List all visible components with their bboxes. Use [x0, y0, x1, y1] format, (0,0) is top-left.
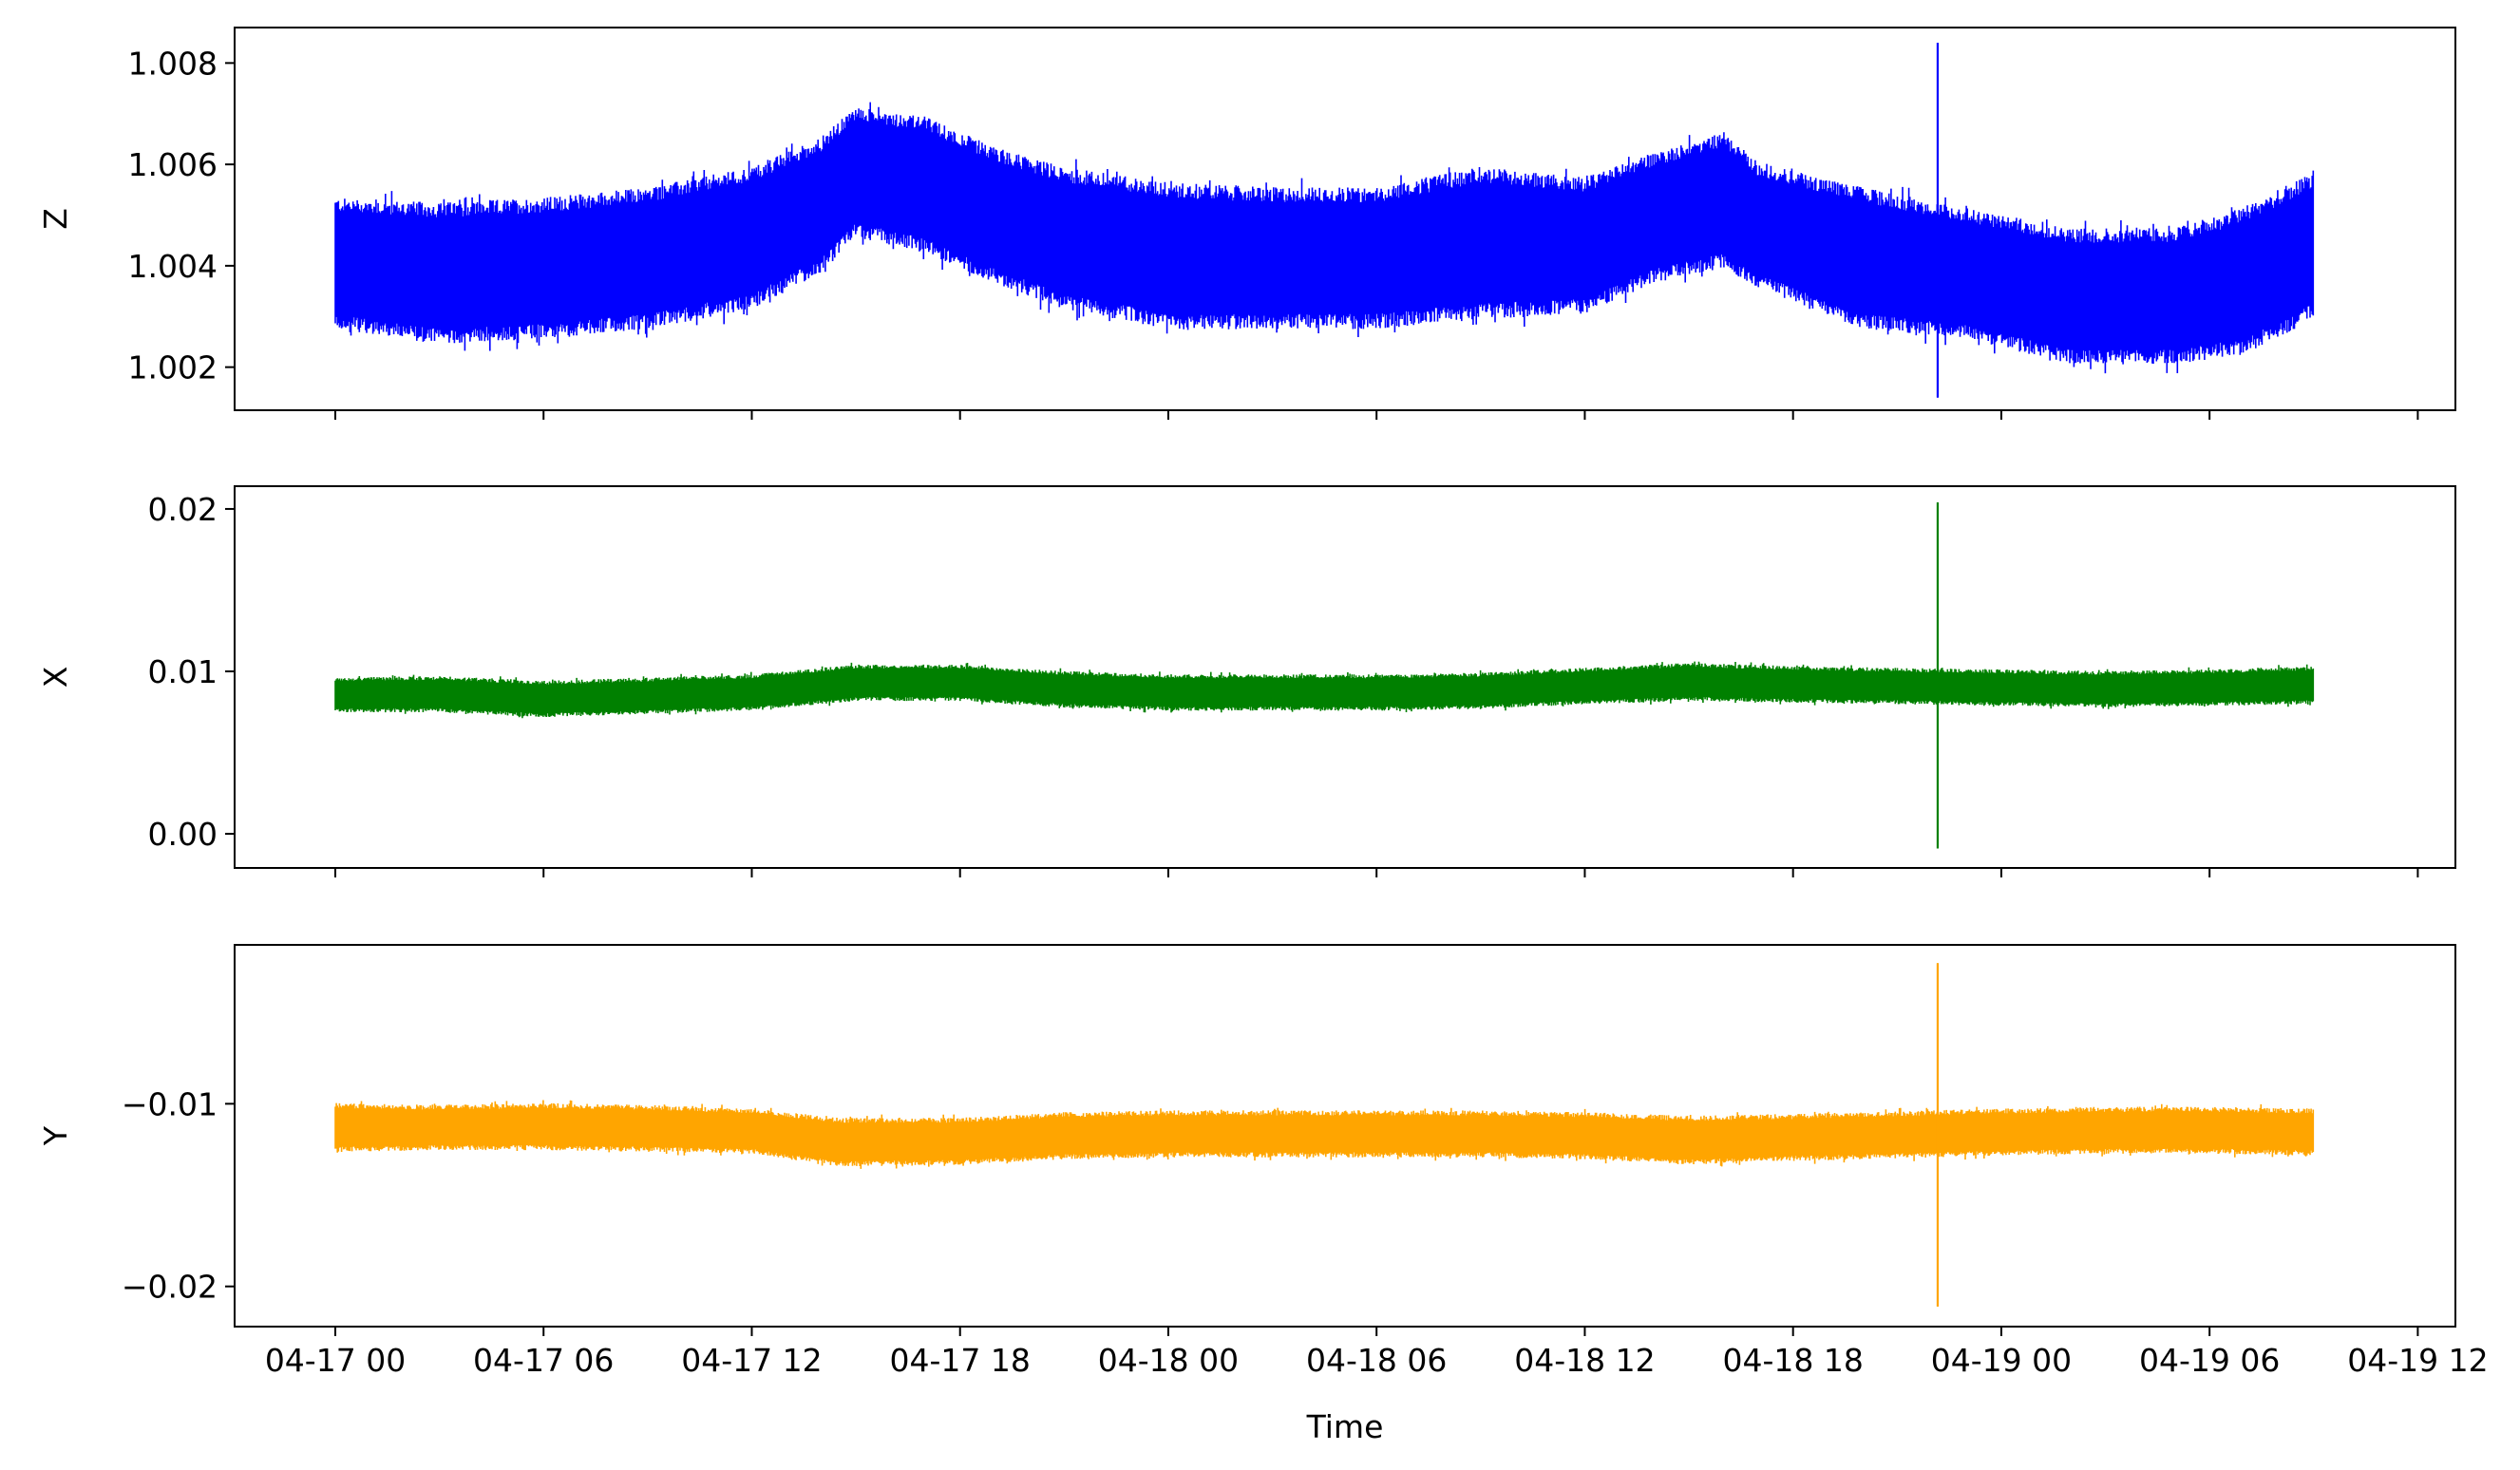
x-tick-label: 04-19 12: [2347, 1342, 2488, 1379]
y-axis-label: X: [37, 667, 74, 688]
x-tick-label: 04-18 18: [1722, 1342, 1863, 1379]
y-tick-label: 1.006: [128, 146, 218, 183]
axes-frame: [234, 27, 2456, 411]
axes-frame: [234, 485, 2456, 869]
x-tick-label: 04-18 06: [1306, 1342, 1447, 1379]
panel-y: −0.02 −0.01 04-17 00 04-17 06 04-17 12 04-17 …: [37, 944, 2489, 1445]
y-tick-label: 0.02: [148, 491, 218, 528]
x-axis-label: Time: [1306, 1408, 1384, 1445]
y-tick-label: 0.00: [148, 816, 218, 853]
y-tick-label: −0.02: [122, 1269, 218, 1306]
x-tick-label: 04-17 06: [473, 1342, 614, 1379]
y-axis-label: Y: [37, 1125, 74, 1146]
y-tick-label: 1.008: [128, 45, 218, 82]
series-x-line: [334, 502, 2315, 849]
y-tick-label: 1.004: [128, 248, 218, 285]
y-tick-label: 0.01: [148, 653, 218, 690]
panel-z: 1.002 1.004 1.006 1.008 Z: [37, 27, 2456, 420]
y-tick-label: −0.01: [122, 1085, 218, 1122]
x-tick-label: 04-17 12: [681, 1342, 822, 1379]
x-tick-label: 04-18 12: [1514, 1342, 1655, 1379]
series-y-line: [334, 963, 2315, 1307]
x-tick-label: 04-18 00: [1098, 1342, 1239, 1379]
x-tick-label: 04-19 06: [2139, 1342, 2280, 1379]
panel-x: 0.00 0.01 0.02 X: [37, 485, 2456, 877]
y-tick-label: 1.002: [128, 349, 218, 386]
x-tick-label: 04-17 00: [265, 1342, 406, 1379]
y-axis-label: Z: [37, 208, 74, 230]
series-z-line: [334, 43, 2315, 398]
x-tick-label: 04-19 00: [1931, 1342, 2072, 1379]
x-tick-label: 04-17 18: [890, 1342, 1031, 1379]
axes-frame: [234, 944, 2456, 1328]
